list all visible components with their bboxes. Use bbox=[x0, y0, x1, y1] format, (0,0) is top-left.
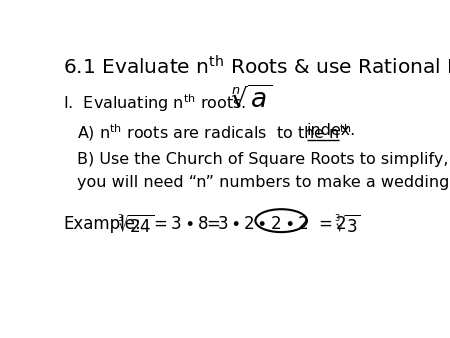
Text: $\sqrt[3]{3}$: $\sqrt[3]{3}$ bbox=[334, 215, 360, 237]
Text: Example:: Example: bbox=[63, 215, 141, 233]
Text: B) Use the Church of Square Roots to simplify,  except: B) Use the Church of Square Roots to sim… bbox=[77, 152, 450, 167]
Text: $3 \bullet$: $3 \bullet$ bbox=[217, 215, 241, 233]
Text: $= 2$: $= 2$ bbox=[315, 215, 347, 233]
Text: =: = bbox=[206, 215, 220, 233]
Text: 6.1 Evaluate n$^{\mathregular{th}}$ Roots & use Rational Exponents: 6.1 Evaluate n$^{\mathregular{th}}$ Root… bbox=[63, 54, 450, 81]
Text: $2 \bullet 2 \bullet 2$: $2 \bullet 2 \bullet 2$ bbox=[243, 215, 309, 233]
Text: index.: index. bbox=[306, 123, 356, 138]
Text: I.  Evaluating n$^{\mathregular{th}}$ roots.: I. Evaluating n$^{\mathregular{th}}$ roo… bbox=[63, 93, 247, 114]
Text: $= 3 \bullet 8$: $= 3 \bullet 8$ bbox=[150, 215, 209, 233]
Text: $\sqrt[3]{24}$: $\sqrt[3]{24}$ bbox=[117, 215, 155, 237]
Text: $\sqrt[n]{a}$: $\sqrt[n]{a}$ bbox=[230, 86, 272, 114]
Text: you will need “n” numbers to make a wedding.: you will need “n” numbers to make a wedd… bbox=[77, 175, 450, 190]
Text: A) n$^{\mathregular{th}}$ roots are radicals  to the n$^{\mathregular{th}}$: A) n$^{\mathregular{th}}$ roots are radi… bbox=[77, 123, 353, 143]
